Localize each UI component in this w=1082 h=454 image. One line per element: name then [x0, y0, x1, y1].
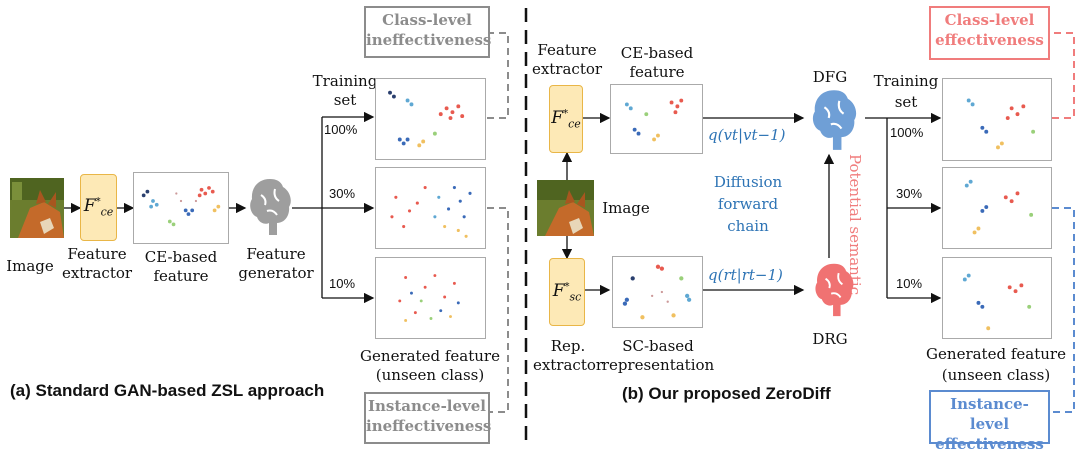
- drg-label: DRG: [812, 330, 848, 348]
- scatter-plot: [388, 90, 465, 148]
- feature-extractor-ce-right: F*ce: [549, 85, 583, 153]
- extractor-symbol: F*ce: [551, 107, 581, 131]
- instance-level-effectiveness-box: Instance-level effectiveness: [929, 390, 1050, 453]
- fox-image: [10, 178, 64, 238]
- generated-panel-30-right: [942, 167, 1052, 249]
- feature-extractor-ce-left: F*ce: [80, 174, 117, 241]
- extractor-label-line1: Feature: [67, 245, 127, 263]
- scatter-plot: [624, 98, 684, 142]
- ce-extractor-label-right-2: extractor: [531, 60, 603, 78]
- extractor-symbol: F*sc: [552, 280, 582, 304]
- brain-icon-gray: [247, 175, 293, 237]
- class-level-effectiveness-box: Class-level effectiveness: [929, 6, 1050, 60]
- fox-image-right: [537, 180, 594, 236]
- percent-100-right: 100%: [890, 125, 924, 140]
- box-line2: effectiveness: [935, 435, 1044, 453]
- scatter-plot: [622, 264, 692, 320]
- brain-icon-red: [805, 260, 863, 318]
- dfg-label: DFG: [812, 68, 848, 86]
- box-line1: Instance-level: [950, 395, 1029, 433]
- generated-label-left-2: (unseen class): [375, 366, 485, 384]
- scatter-plot: [964, 179, 1034, 235]
- generated-panel-30-left: [375, 167, 486, 249]
- box-line1: Class-level: [382, 11, 472, 29]
- scatter-plot: [141, 186, 221, 227]
- rep-extractor-label-1: Rep.: [550, 337, 586, 355]
- generator-label-line1: Feature: [246, 245, 306, 263]
- training-set-label-right-2: set: [894, 93, 918, 111]
- instance-level-ineffectiveness-box: Instance-level ineffectiveness: [364, 392, 492, 444]
- generated-panel-100-right: [942, 78, 1052, 161]
- diffusion-label-1: Diffusion: [713, 173, 783, 191]
- caption-right: (b) Our proposed ZeroDiff: [622, 384, 831, 403]
- q-r-transition: q(rt|rt−1): [708, 266, 783, 284]
- rep-extractor-sc: F*sc: [549, 258, 585, 326]
- box-line2: ineffectiveness: [366, 417, 492, 435]
- potential-semantic-label: Potential semantic: [846, 154, 864, 296]
- ce-feature-label-line1: CE-based: [144, 248, 218, 266]
- percent-10-right: 10%: [896, 276, 923, 291]
- sc-representation-label-1: SC-based: [622, 337, 694, 355]
- box-line2: effectiveness: [935, 31, 1044, 49]
- ce-feature-panel-right: [610, 84, 703, 154]
- fox-image-left: [10, 178, 64, 238]
- extractor-label-line2: extractor: [61, 264, 133, 282]
- training-set-label-right-1: Training: [873, 72, 939, 90]
- box-line2: ineffectiveness: [366, 31, 492, 49]
- ce-feature-label-line2: feature: [153, 267, 209, 285]
- percent-30-left: 30%: [329, 186, 356, 201]
- training-set-label-left-1: Training: [312, 72, 378, 90]
- generated-label-right-1: Generated feature: [926, 345, 1066, 363]
- extractor-symbol: F*ce: [83, 196, 114, 219]
- generated-panel-10-left: [375, 257, 486, 339]
- generator-label-line2: generator: [238, 264, 314, 282]
- box-line1: Class-level: [944, 11, 1035, 29]
- percent-30-right: 30%: [896, 186, 923, 201]
- generated-label-right-2: (unseen class): [941, 366, 1051, 384]
- percent-10-left: 10%: [329, 276, 356, 291]
- class-level-ineffectiveness-box: Class-level ineffectiveness: [364, 6, 492, 58]
- ce-extractor-label-right-1: Feature: [537, 41, 597, 59]
- box-line1: Instance-level: [367, 397, 487, 415]
- generated-panel-10-right: [942, 257, 1052, 339]
- scatter-plot: [962, 273, 1032, 331]
- scatter-plot: [966, 98, 1036, 150]
- sc-representation-label-2: representation: [601, 356, 715, 374]
- ce-feature-panel-left: [133, 172, 229, 244]
- training-set-label-left-2: set: [333, 91, 357, 109]
- brain-icon-blue: [805, 86, 863, 152]
- fox-image: [537, 180, 594, 236]
- scatter-plot: [390, 185, 472, 238]
- q-v-transition: q(vt|vt−1): [708, 126, 786, 144]
- generated-panel-100-left: [375, 78, 486, 160]
- image-label-right: Image: [602, 199, 650, 217]
- scatter-plot: [398, 274, 460, 322]
- sc-representation-panel: [612, 256, 703, 328]
- percent-100-left: 100%: [324, 122, 358, 137]
- diffusion-label-2: forward: [717, 195, 779, 213]
- diffusion-label-3: chain: [727, 217, 769, 235]
- generated-label-left-1: Generated feature: [360, 347, 500, 365]
- image-label-left: Image: [6, 257, 54, 275]
- ce-feature-label-right-1: CE-based: [620, 44, 694, 62]
- ce-feature-label-right-2: feature: [629, 63, 685, 81]
- rep-extractor-label-2: extractor: [532, 356, 604, 374]
- caption-left: (a) Standard GAN-based ZSL approach: [10, 381, 325, 400]
